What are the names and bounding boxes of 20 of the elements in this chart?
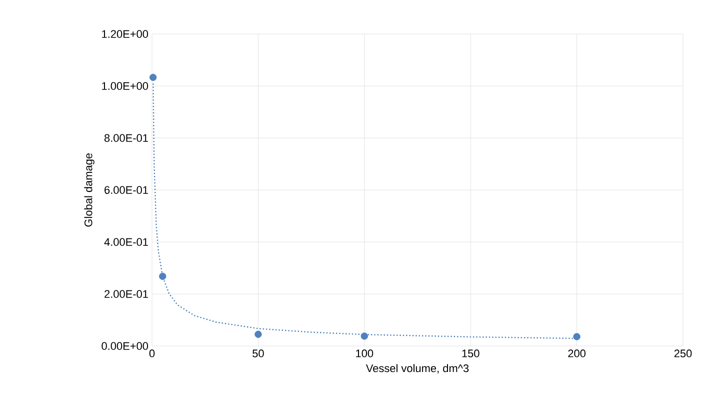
point [254,330,262,338]
y-tick-label: 8.00E-01 [104,134,148,142]
x-tick-label: 50 [252,350,264,358]
x-tick-label: 150 [462,350,480,358]
y-tick-label: 4.00E-01 [104,238,148,246]
x-tick-label: 0 [149,350,155,358]
y-tick-label: 1.20E+00 [102,30,148,38]
y-axis-title: Global damage [84,153,94,227]
x-axis-title: Vessel volume, dm^3 [366,364,469,374]
point [360,332,368,340]
x-tick-label: 250 [674,350,692,358]
y-tick-label: 1.00E+00 [102,82,148,90]
point [149,74,157,82]
y-tick-label: 6.00E-01 [104,186,148,194]
y-tick-label: 0.00E+00 [102,342,148,350]
point [573,333,580,340]
y-tick-label: 2.00E-01 [104,290,148,298]
x-tick-label: 200 [568,350,586,358]
point [159,272,166,280]
x-tick-label: 100 [356,350,374,358]
